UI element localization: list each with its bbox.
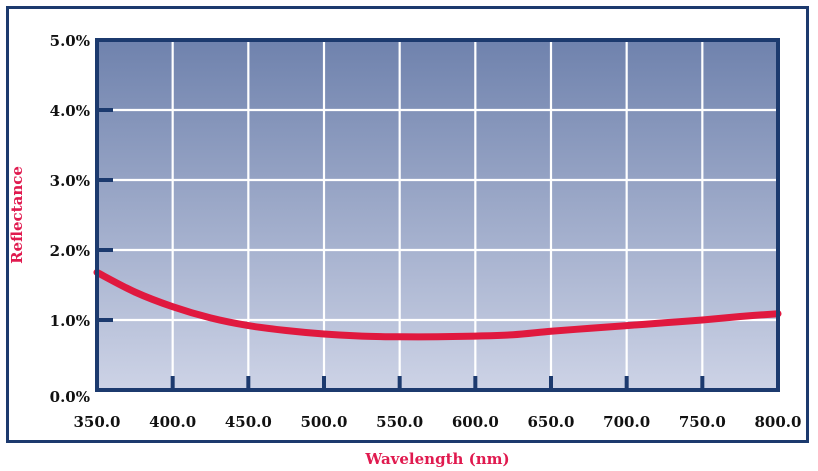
x-tick-label: 400.0 xyxy=(149,413,196,431)
y-tick-label: 3.0% xyxy=(50,172,90,190)
y-tick-label: 1.0% xyxy=(50,312,90,330)
x-tick-label: 450.0 xyxy=(225,413,272,431)
x-tick-label: 500.0 xyxy=(301,413,348,431)
series-group xyxy=(93,268,782,341)
y-tick-label: 2.0% xyxy=(50,242,90,260)
y-tick-label: 4.0% xyxy=(50,102,90,120)
y-tick-labels: 0.0% 1.0% 2.0% 3.0% 4.0% 5.0% xyxy=(50,32,90,406)
y-axis-title: Reflectance xyxy=(8,166,26,264)
x-tick-label: 800.0 xyxy=(755,413,802,431)
plot-area xyxy=(97,40,778,390)
x-tick-label: 700.0 xyxy=(603,413,650,431)
axis-ticks xyxy=(97,108,705,390)
chart-frame xyxy=(6,6,809,443)
x-axis-title: Wavelength (nm) xyxy=(364,450,509,468)
plot-border xyxy=(95,38,780,392)
x-tick-labels: 350.0 400.0 450.0 500.0 550.0 600.0 650.0 700.0… xyxy=(74,413,802,431)
reflectance-line xyxy=(93,268,782,341)
y-tick-label: 5.0% xyxy=(50,32,90,50)
x-tick-label: 350.0 xyxy=(74,413,121,431)
x-tick-label: 550.0 xyxy=(376,413,423,431)
x-tick-label: 650.0 xyxy=(528,413,575,431)
y-tick-label: 0.0% xyxy=(50,388,90,406)
x-tick-label: 750.0 xyxy=(679,413,726,431)
x-tick-label: 600.0 xyxy=(452,413,499,431)
